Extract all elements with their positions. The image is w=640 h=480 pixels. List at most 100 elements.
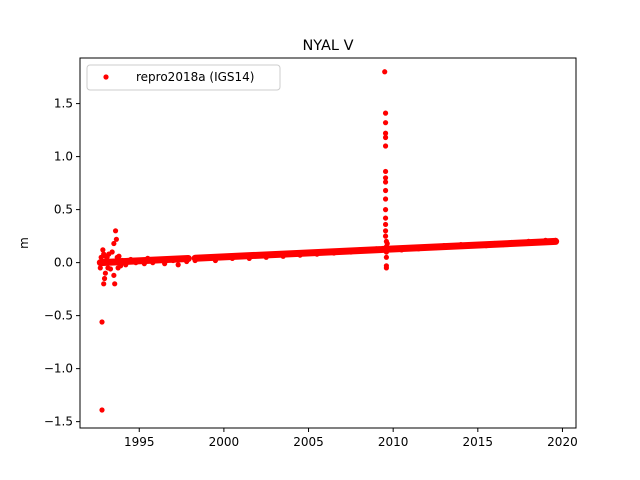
data-point [382,175,389,181]
y-tick-label: 0.0 [54,256,73,270]
data-point [101,281,107,287]
data-point [534,239,540,246]
y-tick-label: 1.5 [54,97,73,111]
data-point [382,168,389,175]
data-point [382,69,388,75]
x-tick-label: 2005 [293,435,324,449]
legend: repro2018a (IGS14) [86,64,281,91]
data-point [356,247,362,253]
x-tick-label: 2015 [463,435,494,449]
data-point [348,249,354,255]
data-point [192,257,198,264]
data-point [102,270,108,276]
data-point [212,257,219,264]
data-point [145,255,151,261]
data-point [365,248,371,254]
data-point [382,187,389,194]
data-point [158,256,164,263]
data-point [178,255,185,261]
data-point [383,249,389,255]
y-axis: −1.5 −1.0 −0.5 0.0 0.5 1.0 1.5 [44,97,80,429]
data-point [466,243,472,249]
data-point [407,245,413,251]
data-point [116,253,122,259]
data-point [280,253,286,259]
data-point [141,261,147,267]
data-point [113,236,119,242]
data-point [238,253,244,259]
data-point [382,143,389,149]
data-point [424,244,430,250]
chart-title: NYAL V [302,38,353,54]
data-point [548,238,554,245]
data-point [553,237,559,243]
data-point [123,262,129,268]
data-point [449,244,456,250]
data-point [153,257,159,264]
legend-label: repro2018a (IGS14) [136,70,254,84]
data-point [97,265,103,271]
data-point [382,179,389,185]
y-tick-label: −1.0 [44,362,73,376]
data-point [184,258,190,265]
y-tick-label: 1.0 [54,150,73,164]
data-point [263,254,269,260]
data-point [289,251,295,257]
y-tick-label: −1.5 [44,415,73,429]
data-point [399,247,405,253]
data-point [162,261,168,267]
x-tick-label: 2010 [378,435,409,449]
data-point [382,233,389,239]
data-point [99,319,105,325]
data-point [382,196,389,202]
data-point [331,250,337,256]
legend-marker [103,74,109,80]
data-point [383,254,389,260]
data-point [458,241,464,248]
data-point [272,251,278,257]
data-point [339,248,345,254]
data-point [500,241,506,248]
data-point [373,246,379,252]
data-point [118,263,124,269]
data-point [382,207,389,213]
data-point [255,252,261,258]
x-axis: 1995 2000 2005 2010 2015 2020 [124,428,578,449]
data-point [314,251,320,257]
data-point [390,246,396,252]
x-tick-label: 1995 [124,435,155,449]
data-point [111,272,117,278]
data-point [384,240,390,247]
data-point [246,255,252,261]
data-point [526,238,532,245]
data-point [128,256,134,263]
data-point [112,281,118,287]
data-point [382,221,389,228]
data-point [382,215,389,221]
data-marks [96,69,560,413]
data-point [107,266,114,272]
data-point [383,265,389,271]
data-point [175,262,181,268]
data-point [382,134,389,141]
data-point [483,243,489,249]
data-point [119,257,125,264]
data-point [382,120,389,126]
data-point [415,246,422,252]
data-point [136,257,142,264]
data-point [204,255,210,261]
data-point [297,252,303,258]
x-tick-label: 2020 [547,435,578,449]
data-point [101,275,108,282]
data-point [197,254,203,260]
x-tick-label: 2000 [209,435,240,449]
data-point [322,249,329,255]
data-point [509,239,515,246]
data-point [492,240,498,247]
data-point [100,247,106,253]
data-point [112,228,119,234]
data-point [305,250,312,256]
y-tick-label: 0.5 [54,203,73,217]
data-point [229,255,235,261]
